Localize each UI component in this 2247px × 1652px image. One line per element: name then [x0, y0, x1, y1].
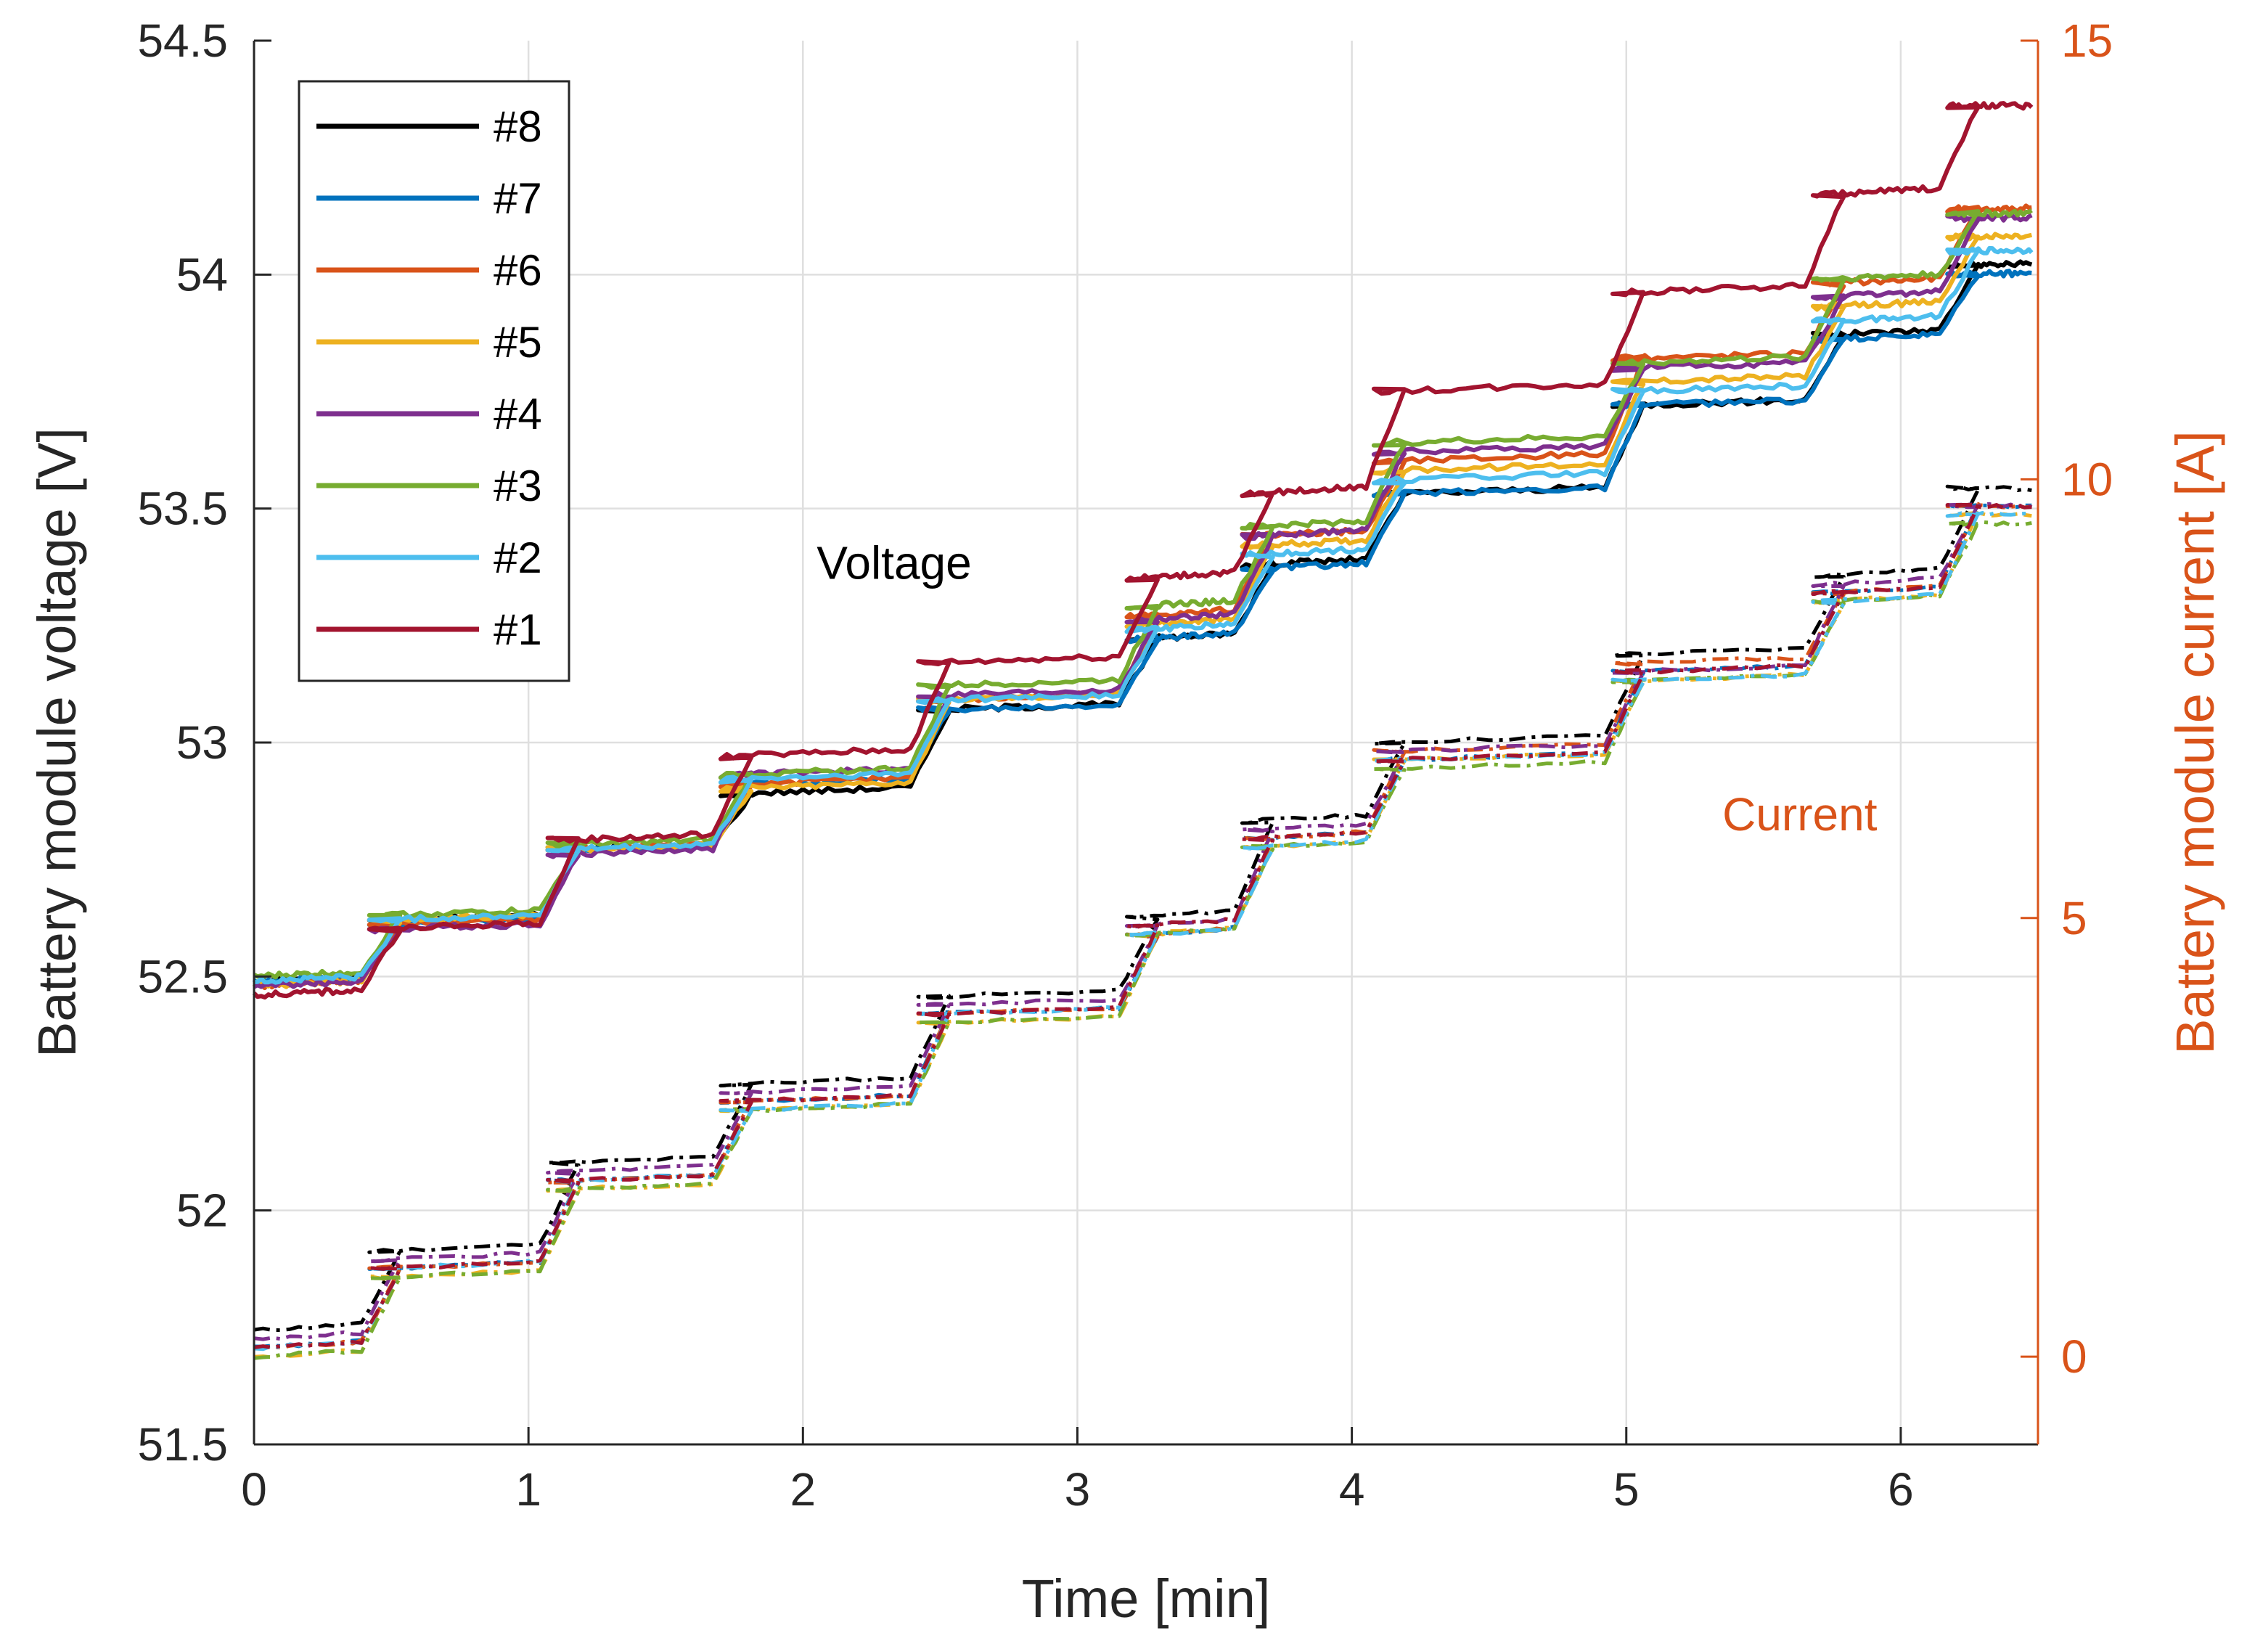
- legend-label: #8: [494, 102, 542, 151]
- voltage-line-n3: [253, 208, 2033, 980]
- y-left-tick-label: 54: [176, 248, 228, 300]
- current-line-n8: [253, 484, 2032, 1333]
- x-tick-label: 0: [241, 1463, 267, 1516]
- x-tick-label: 2: [790, 1463, 816, 1516]
- y-left-tick-label: 54.5: [137, 15, 228, 67]
- ticks: 0 1 2 3 4 5 6 51.5 52 52.5 53 53.5 54 54.5 0 5 10 15: [137, 15, 2113, 1516]
- y-axis-right-title: Battery module current [A]: [2165, 430, 2225, 1055]
- legend: #8 #7 #6 #5 #4 #3 #2 #1: [298, 80, 570, 682]
- y-left-tick-label: 53.5: [137, 483, 228, 535]
- x-tick-label: 4: [1339, 1463, 1365, 1516]
- y-left-tick-label: 51.5: [137, 1418, 228, 1471]
- y-right-tick-label: 5: [2061, 892, 2087, 944]
- y-left-tick-label: 53: [176, 716, 228, 769]
- voltage-line-n1: [252, 101, 2034, 1000]
- x-tick-label: 3: [1065, 1463, 1091, 1516]
- voltage-line-n6: [252, 203, 2032, 991]
- legend-label: #3: [494, 462, 542, 510]
- x-tick-label: 6: [1888, 1463, 1914, 1516]
- y-left-tick-label: 52: [176, 1185, 228, 1237]
- legend-label: #4: [494, 390, 542, 438]
- y-right-tick-label: 0: [2061, 1330, 2087, 1383]
- y-right-tick-label: 15: [2061, 15, 2113, 67]
- legend-label: #6: [494, 246, 542, 295]
- voltage-lines: [252, 101, 2034, 1000]
- y-left-tick-label: 52.5: [137, 950, 228, 1002]
- legend-label: #5: [494, 318, 542, 367]
- legend-label: #2: [494, 533, 542, 582]
- y-right-tick-label: 10: [2061, 453, 2113, 505]
- annotation-0: Voltage: [816, 536, 972, 589]
- x-tick-label: 1: [515, 1463, 541, 1516]
- x-tick-label: 5: [1613, 1463, 1640, 1516]
- legend-label: #1: [494, 605, 542, 654]
- x-axis-title: Time [min]: [1022, 1569, 1271, 1629]
- legend-box: [298, 80, 570, 682]
- annotations: Voltage Current: [816, 536, 1878, 841]
- grid: [254, 41, 2038, 1444]
- annotation-1: Current: [1722, 788, 1878, 841]
- y-axis-left-title: Battery module voltage [V]: [27, 428, 87, 1058]
- voltage-line-n2: [253, 245, 2034, 985]
- current-lines: [253, 484, 2033, 1360]
- current-line-n1: [253, 502, 2032, 1350]
- legend-label: #7: [494, 174, 542, 223]
